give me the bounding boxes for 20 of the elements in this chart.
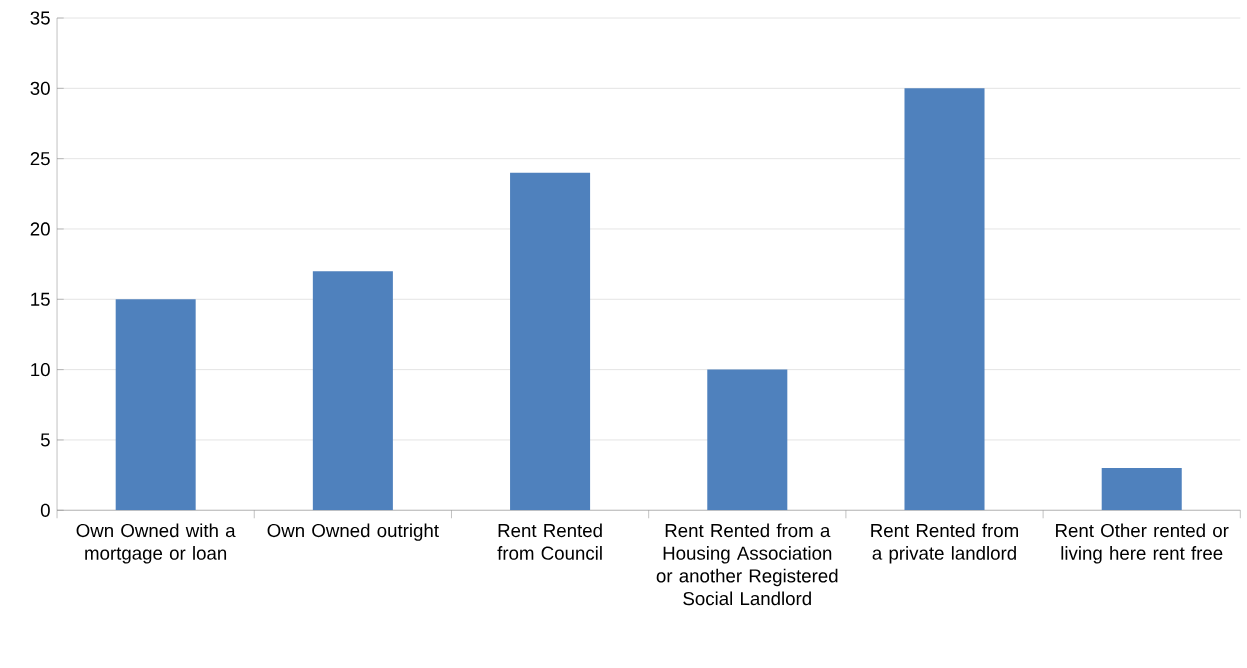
bar [707,369,788,511]
x-tick-label: Rent Rented from a private landlord [871,523,1018,564]
bar [115,299,196,511]
y-tick-label: 25 [30,151,50,166]
bar [1101,467,1182,511]
y-tick-label: 35 [30,11,50,25]
y-tick-label: 30 [30,81,50,95]
y-tick-label: 20 [30,222,50,236]
x-tick-label: Own Owned outright [267,523,439,541]
x-tick-label: Rent Rented from Council [497,523,602,560]
bar [510,172,591,511]
x-tick-label: Own Owned with a mortgage or loan [76,523,236,564]
y-tick-label: 0 [40,503,50,517]
y-tick-label: 10 [31,362,50,377]
y-tick-label: 15 [31,292,50,306]
bar [312,271,393,511]
x-tick-label: Rent Other rented or living here rent free [1056,523,1229,564]
y-tick-label: 5 [40,433,50,447]
bar [904,88,985,511]
x-tick-label: Rent Rented from a Housing Association or another Registered Social Landlord [656,523,838,606]
